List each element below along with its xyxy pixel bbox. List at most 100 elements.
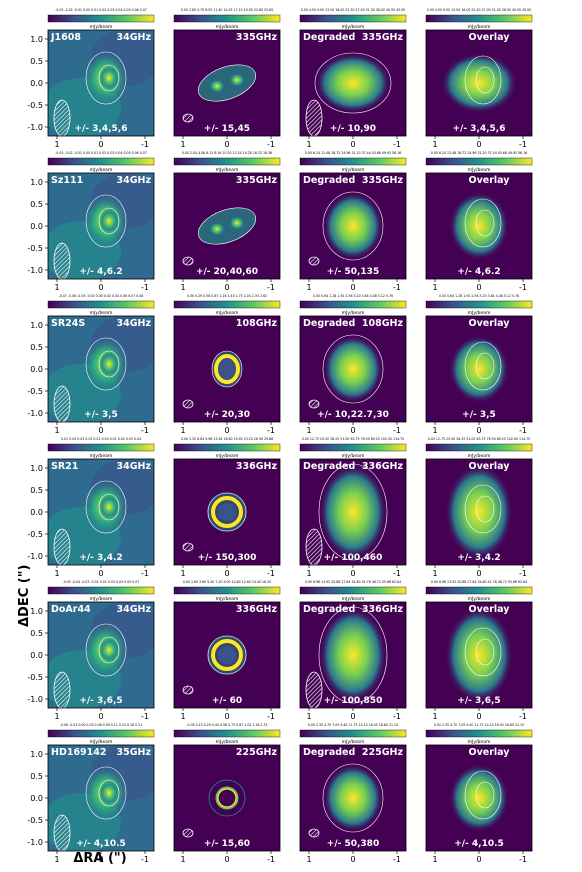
colorbar-strip [47,157,155,166]
y-tick-label: -1.0 [27,695,43,704]
frequency-label: 336GHz [236,461,278,472]
colorbar-strip [299,14,407,23]
x-tick-label: 1 [306,426,311,435]
y-tick-label: 1.0 [30,321,43,330]
y-tick-label: 0.5 [30,200,43,209]
contour-levels: +/- 50,135 [327,267,379,277]
frequency-label: 336GHz [362,461,404,472]
frequency-label: 335GHz [236,32,278,43]
colorbar: -0.03 -0.02 -0.01 0.00 0.01 0.02 0.03 0.… [47,151,155,173]
contour [464,484,502,534]
degraded-emission [315,53,391,113]
source-label: J1608 [50,32,81,43]
frequency-label: 34GHz [117,318,152,329]
contour [98,64,120,92]
colorbar-unit: mJy/beam [468,310,491,316]
contour-levels: +/- 100,850 [324,696,383,706]
contour [85,51,127,105]
colorbar: -0.05 0.15 0.29 0.44 0.58 0.73 0.87 1.02… [173,723,281,745]
x-tick-label: 1 [180,426,185,435]
colorbar: 0.00 12.75 25.50 38.25 51.00 63.75 76.50… [299,437,407,459]
y-tick-label: 0.0 [30,365,43,374]
colorbar-ticks: 0.00 4.50 9.00 13.50 18.00 22.50 27.00 3… [301,8,405,12]
colorbar-strip [173,157,281,166]
x-tick-label: -1 [519,569,527,578]
panel-image [426,316,532,422]
colorbar-strip [299,300,407,309]
colorbar: 0.00 6.96 13.92 20.88 27.84 34.80 41.76 … [425,580,533,602]
colorbar-unit: mJy/beam [468,167,491,173]
colorbar-unit: mJy/beam [90,453,113,459]
disk-cavity [219,359,235,379]
colorbar-ticks: 0.00 2.04 4.08 6.12 8.16 10.20 12.24 14.… [182,151,272,155]
panel-title: Overlay [469,318,511,329]
colorbar-unit: mJy/beam [216,167,239,173]
colorbar: 0.00 6.24 12.48 18.72 24.96 31.20 37.44 … [299,151,407,173]
x-tick-label: 0 [224,855,229,864]
x-tick-label: 0 [350,569,355,578]
beam-ellipse [308,256,320,266]
colorbar-unit: mJy/beam [90,167,113,173]
beam-ellipse [53,99,71,136]
x-tick-label: 0 [350,140,355,149]
disk-cavity [218,646,236,664]
x-tick-label: -1 [519,283,527,292]
y-tick-label: -0.5 [27,101,43,110]
disk-ring [211,496,243,528]
colorbar: -0.07 -0.06 -0.04 -0.02 0.00 0.02 0.04 0… [47,294,155,316]
contour [464,341,502,391]
y-tick-label: 1.0 [30,607,43,616]
colorbar-ticks: 0.00 0.64 1.28 1.92 2.56 3.20 3.84 4.48 … [313,294,393,298]
x-tick-label: 0 [98,283,103,292]
panel-image [426,173,532,279]
x-tick-label: -1 [267,569,275,578]
contour-levels: +/- 3,5 [462,410,496,420]
x-tick-label: 0 [476,426,481,435]
x-tick-label: 0 [98,855,103,864]
y-tick-label: 0.5 [30,57,43,66]
y-tick-label: -0.5 [27,673,43,682]
frequency-label: 108GHz [236,318,278,329]
frequency-label: 335GHz [362,32,404,43]
colorbar-strip [299,586,407,595]
panel-r2-c3: 0.00 0.64 1.28 1.92 2.56 3.20 3.84 4.48 … [425,294,533,435]
contour-levels: +/- 4,6.2 [457,267,500,277]
colorbar-ticks: -0.06 -0.03 0.00 0.03 0.06 0.09 0.11 0.1… [60,723,142,727]
colorbar: -0.03 -0.02 -0.01 0.00 0.01 0.02 0.03 0.… [47,8,155,30]
emission-peak [99,781,119,805]
panel-r2-c0: -0.07 -0.06 -0.04 -0.02 0.00 0.02 0.04 0… [27,294,155,435]
colorbar-unit: mJy/beam [342,596,365,602]
x-tick-label: 1 [54,140,59,149]
panel-image [48,316,154,422]
x-tick-label: 1 [180,283,185,292]
x-tick-label: 1 [54,283,59,292]
x-tick-label: 0 [224,426,229,435]
colorbar-strip [47,729,155,738]
y-tick-label: 0.0 [30,222,43,231]
contour-levels: +/- 3,4,5,6 [452,124,505,134]
disk-ring [211,639,243,671]
frequency-label: 335GHz [236,175,278,186]
contour [464,198,502,248]
x-tick-label: 0 [98,426,103,435]
colorbar: 0.00 6.24 12.48 18.72 24.96 31.20 37.44 … [425,151,533,173]
x-tick-label: 1 [180,855,185,864]
y-tick-label: 1.0 [30,35,43,44]
source-label: SR24S [51,318,85,329]
panel-image [300,745,406,851]
colorbar: 0.00 4.50 9.00 13.50 18.00 22.50 27.00 3… [425,8,533,30]
panel-image [174,316,280,422]
beam-ellipse [305,99,323,136]
colorbar-unit: mJy/beam [90,24,113,30]
panel-title: Degraded [303,32,355,43]
panel-image [426,602,532,708]
frequency-label: 335GHz [362,175,404,186]
panel-r3-c0: 0.01 0.04 0.03 0.02 0.01 0.00 0.01 0.02 … [27,437,155,578]
frequency-label: 108GHz [362,318,404,329]
emission-peak [99,638,119,662]
beam-ellipse [308,399,320,409]
beam-ellipse [53,814,71,851]
contour [322,191,384,261]
frequency-label: 225GHz [236,747,278,758]
panel-image [174,602,280,708]
